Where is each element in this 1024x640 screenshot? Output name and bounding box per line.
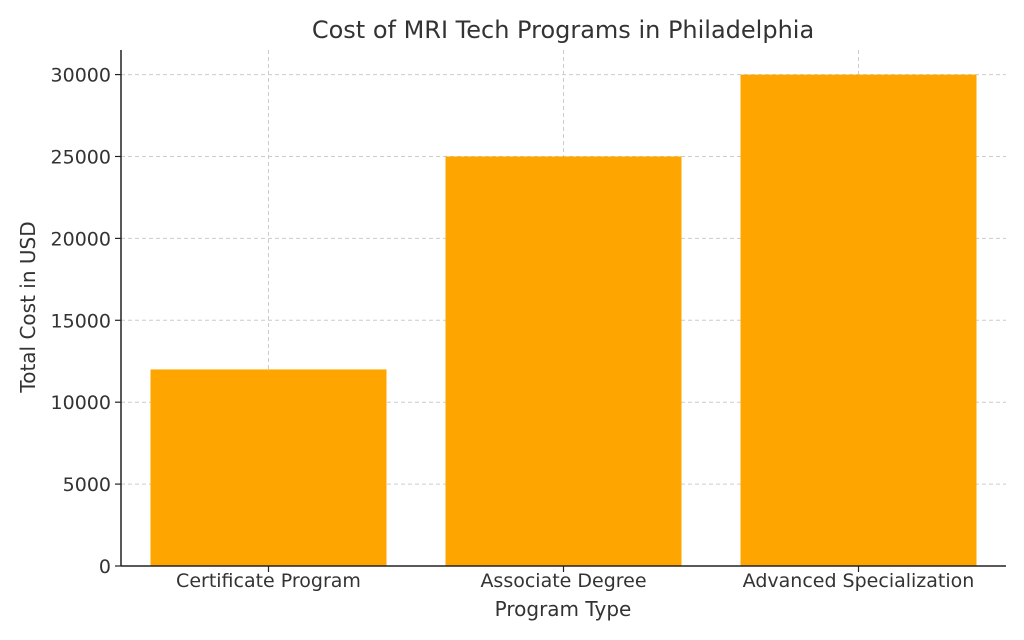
y-tick-label: 15000 (51, 310, 111, 332)
y-tick-label: 5000 (63, 474, 111, 496)
bars (150, 74, 977, 567)
tick-labels: 0 5000 10000 15000 20000 25000 30000 Certificat… (51, 65, 975, 592)
y-tick-label: 20000 (51, 228, 111, 250)
x-tick-label: Certificate Program (176, 570, 361, 592)
bar-advanced-specialization (740, 74, 977, 567)
y-tick-label: 30000 (51, 65, 111, 87)
y-axis-label: Total Cost in USD (16, 221, 40, 393)
x-axis-label: Program Type (495, 597, 632, 621)
axes (115, 50, 1006, 572)
y-tick-label: 0 (99, 556, 111, 578)
y-tick-label: 10000 (51, 392, 111, 414)
x-tick-label: Associate Degree (480, 570, 646, 592)
bar-associate-degree (445, 156, 682, 566)
x-tick-label: Advanced Specialization (743, 570, 975, 592)
y-tick-label: 25000 (51, 146, 111, 168)
bar-certificate-program (150, 369, 387, 566)
chart-title: Cost of MRI Tech Programs in Philadelphi… (312, 16, 814, 44)
